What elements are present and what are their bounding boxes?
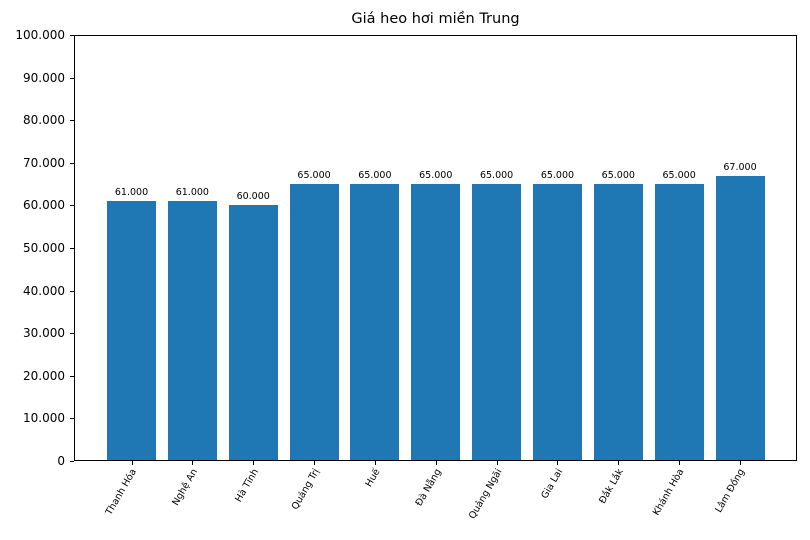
x-tick-mark bbox=[496, 461, 498, 465]
y-tick-label: 20.000 bbox=[23, 368, 65, 383]
bar-value-label: 61.000 bbox=[114, 187, 149, 199]
y-tick-label: 90.000 bbox=[23, 70, 65, 85]
x-tick-label: Đắk Lắk bbox=[597, 467, 626, 506]
bar bbox=[532, 184, 582, 460]
x-tick-mark bbox=[192, 461, 194, 465]
bar-value-label: 65.000 bbox=[297, 170, 331, 182]
y-tick-label: 30.000 bbox=[23, 326, 65, 341]
bar bbox=[472, 184, 522, 460]
x-tick-mark bbox=[131, 461, 133, 465]
y-tick-mark bbox=[70, 418, 74, 420]
x-tick-label: Gia Lai bbox=[539, 467, 565, 501]
y-tick-mark bbox=[70, 205, 74, 207]
bar bbox=[411, 184, 461, 460]
x-tick-label: Đà Nẵng bbox=[413, 467, 444, 509]
y-tick-mark bbox=[70, 461, 74, 462]
y-tick-mark bbox=[70, 120, 74, 122]
y-tick-mark bbox=[70, 290, 74, 292]
y-tick-label: 60.000 bbox=[23, 198, 65, 213]
x-tick-label: Quảng Ngãi bbox=[466, 467, 505, 521]
x-tick-label: Thanh Hóa bbox=[103, 467, 140, 518]
x-tick-label: Lâm Đồng bbox=[713, 467, 748, 515]
y-tick-label: 40.000 bbox=[23, 283, 65, 298]
y-tick-mark bbox=[70, 248, 74, 249]
y-tick-mark bbox=[70, 333, 74, 335]
bar-value-label: 65.000 bbox=[662, 170, 696, 182]
y-tick-label: 70.000 bbox=[23, 155, 65, 170]
x-tick-label: Quảng Trị bbox=[289, 467, 322, 512]
x-tick-mark bbox=[679, 461, 681, 465]
bar bbox=[593, 184, 643, 460]
y-tick-label: 0 bbox=[57, 454, 65, 468]
x-tick-label: Huế bbox=[363, 467, 383, 489]
bar bbox=[167, 201, 217, 460]
x-tick-mark bbox=[557, 461, 559, 465]
bar bbox=[289, 184, 339, 460]
y-tick-mark bbox=[70, 35, 74, 36]
x-tick-label: Hà Tĩnh bbox=[232, 467, 261, 505]
plot-area: 61.000 61.000 60.000 65.000 65.000 65.000 65.0… bbox=[74, 35, 797, 461]
y-tick-mark bbox=[70, 375, 74, 377]
x-tick-label: Khánh Hòa bbox=[651, 467, 687, 518]
bar-value-label: 65.000 bbox=[419, 170, 453, 182]
x-tick-mark bbox=[740, 461, 741, 465]
chart-title: Giá heo hơi miền Trung bbox=[351, 11, 520, 27]
y-tick-label: 10.000 bbox=[23, 411, 65, 426]
y-tick-label: 100.000 bbox=[15, 28, 65, 42]
bar-value-label: 65.000 bbox=[358, 170, 392, 182]
bar bbox=[715, 175, 765, 460]
bar-value-label: 67.000 bbox=[723, 161, 757, 173]
x-tick-mark bbox=[374, 461, 376, 465]
bar bbox=[107, 201, 156, 460]
x-tick-mark bbox=[253, 461, 255, 465]
bar-value-label: 61.000 bbox=[175, 187, 209, 199]
x-tick-mark bbox=[314, 461, 316, 465]
bar-value-label: 65.000 bbox=[601, 170, 635, 182]
y-tick-mark bbox=[70, 77, 74, 79]
x-tick-mark bbox=[618, 461, 620, 465]
bar bbox=[350, 184, 400, 460]
bar bbox=[654, 184, 704, 460]
x-tick-mark bbox=[435, 461, 437, 465]
x-tick-label: Nghệ An bbox=[170, 467, 200, 508]
y-tick-mark bbox=[70, 162, 74, 164]
bar-value-label: 60.000 bbox=[236, 191, 270, 203]
bar bbox=[228, 205, 278, 460]
bar-value-label: 65.000 bbox=[479, 170, 514, 182]
bar-value-label: 65.000 bbox=[540, 170, 575, 182]
y-tick-label: 80.000 bbox=[23, 113, 65, 128]
y-tick-label: 50.000 bbox=[23, 241, 65, 255]
